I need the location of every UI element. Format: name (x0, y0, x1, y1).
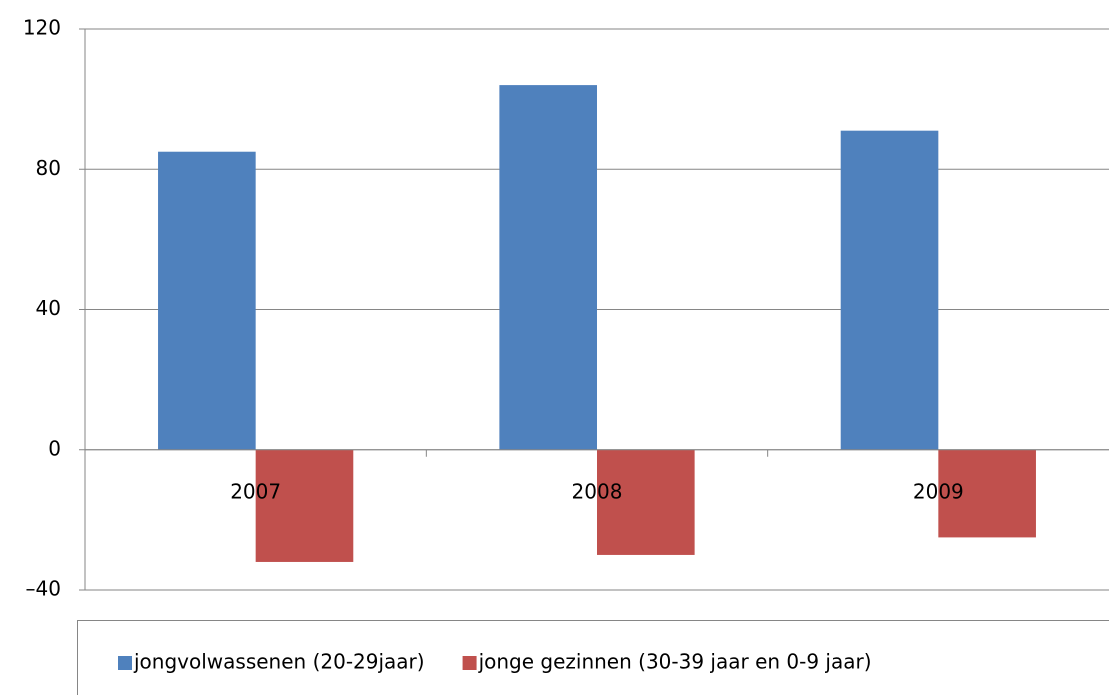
bar (499, 85, 597, 450)
legend-box (77, 620, 1109, 695)
legend-swatch (118, 656, 132, 670)
bar (597, 449, 695, 555)
bar (158, 151, 256, 450)
bar (938, 449, 1036, 538)
y-tick-label: 0 (48, 436, 61, 460)
y-tick-label: 40 (36, 296, 61, 320)
legend-label: jonge gezinnen (30-39 jaar en 0-9 jaar) (478, 650, 872, 674)
y-tick-label: 120 (23, 16, 61, 40)
bar (255, 449, 354, 562)
y-tick-label: 80 (36, 156, 61, 180)
x-tick-label: 2008 (572, 479, 623, 503)
legend-label: jongvolwassenen (20-29jaar) (133, 650, 425, 674)
bar (840, 130, 939, 450)
x-tick-label: 2007 (230, 479, 281, 503)
y-tick-label: –40 (26, 577, 61, 601)
x-tick-label: 2009 (913, 479, 964, 503)
legend-swatch (462, 656, 477, 670)
